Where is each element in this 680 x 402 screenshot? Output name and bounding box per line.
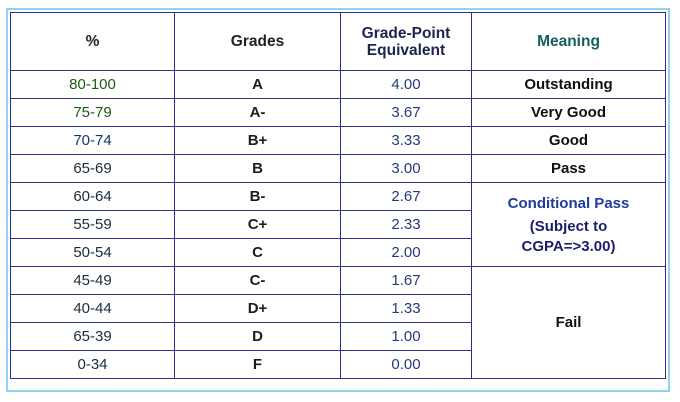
grade-cell: C- [174, 266, 341, 295]
grade-cell: D+ [174, 294, 341, 323]
table-row: 55-59 C+ 2.33 [10, 210, 666, 239]
table-row: 70-74 B+ 3.33 Good [10, 126, 666, 155]
grade-point-cell: 4.00 [340, 70, 472, 99]
grade-point-cell: 2.33 [340, 210, 472, 239]
grading-table: % Grades Grade-Point Equivalent Meaning … [10, 12, 666, 379]
grade-cell: A- [174, 98, 341, 127]
grade-cell: C+ [174, 210, 341, 239]
table-row: 65-39 D 1.00 [10, 322, 666, 351]
table-row: 45-49 C- 1.67 Fail [10, 266, 666, 379]
table-row: 65-69 B 3.00 Pass [10, 154, 666, 183]
header-grade-point: Grade-Point Equivalent [340, 12, 472, 71]
grade-point-cell: 2.67 [340, 182, 472, 211]
grade-point-cell: 1.00 [340, 322, 472, 351]
table-row: 80-100 A 4.00 Outstanding [10, 70, 666, 99]
grade-cell: F [174, 350, 341, 379]
percent-cell: 40-44 [10, 294, 175, 323]
table-row: 75-79 A- 3.67 Very Good [10, 98, 666, 127]
header-grade-point-line1: Grade-Point [361, 24, 451, 42]
percent-cell: 80-100 [10, 70, 175, 99]
percent-cell: 45-49 [10, 266, 175, 295]
table-row: 0-34 F 0.00 [10, 350, 666, 379]
grade-cell: A [174, 70, 341, 99]
grade-point-cell: 2.00 [340, 238, 472, 267]
meaning-conditional-pass: Conditional Pass (Subject to CGPA=>3.00) [471, 182, 666, 267]
grade-point-cell: 3.33 [340, 126, 472, 155]
conditional-line1: Conditional Pass [507, 194, 630, 212]
percent-cell: 65-39 [10, 322, 175, 351]
table-row: 40-44 D+ 1.33 [10, 294, 666, 323]
conditional-line3: CGPA=>3.00) [521, 237, 616, 255]
header-row: % Grades Grade-Point Equivalent Meaning [10, 12, 666, 71]
grade-cell: D [174, 322, 341, 351]
header-grades: Grades [174, 12, 341, 71]
grade-point-cell: 1.67 [340, 266, 472, 295]
meaning-pass: Pass [471, 154, 666, 183]
outer-frame [6, 8, 670, 392]
grade-point-cell: 0.00 [340, 350, 472, 379]
grade-point-cell: 3.00 [340, 154, 472, 183]
grade-cell: B+ [174, 126, 341, 155]
table-row: 60-64 B- 2.67 Conditional Pass (Subject … [10, 182, 666, 267]
percent-cell: 60-64 [10, 182, 175, 211]
conditional-line2: (Subject to [529, 217, 608, 235]
meaning-good: Good [471, 126, 666, 155]
meaning-very-good: Very Good [471, 98, 666, 127]
grade-point-cell: 3.67 [340, 98, 472, 127]
grade-point-cell: 1.33 [340, 294, 472, 323]
percent-cell: 55-59 [10, 210, 175, 239]
percent-cell: 0-34 [10, 350, 175, 379]
header-percent: % [10, 12, 175, 71]
header-grade-point-line2: Equivalent [366, 41, 446, 59]
grade-cell: B- [174, 182, 341, 211]
meaning-fail: Fail [471, 266, 666, 379]
percent-cell: 65-69 [10, 154, 175, 183]
grade-cell: B [174, 154, 341, 183]
percent-cell: 70-74 [10, 126, 175, 155]
percent-cell: 50-54 [10, 238, 175, 267]
percent-cell: 75-79 [10, 98, 175, 127]
meaning-outstanding: Outstanding [471, 70, 666, 99]
grade-cell: C [174, 238, 341, 267]
header-meaning: Meaning [471, 12, 666, 71]
